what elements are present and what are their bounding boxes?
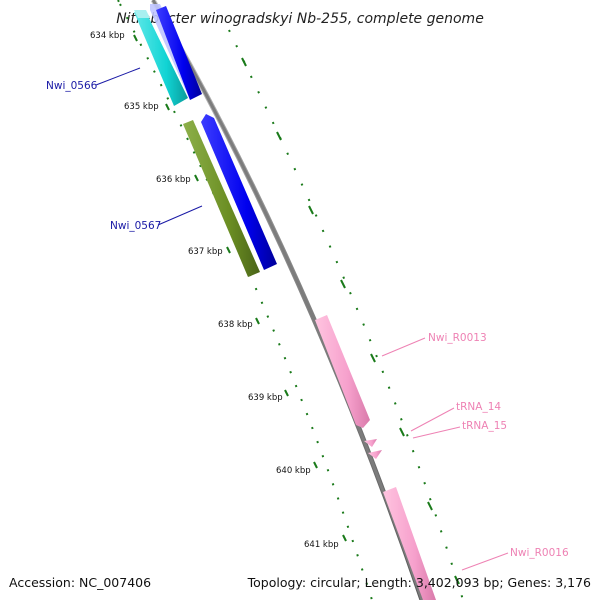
tick-label: 639 kbp bbox=[248, 393, 283, 403]
scale-ticks bbox=[117, 0, 373, 600]
gene-label-nwi-r0016[interactable]: Nwi_R0016 bbox=[510, 547, 569, 559]
tick-label: 636 kbp bbox=[156, 175, 191, 185]
gene-label-nwi-0566[interactable]: Nwi_0566 bbox=[46, 80, 98, 92]
feature-nwi-r0016[interactable] bbox=[383, 487, 436, 600]
feature-cds-blue-mid[interactable] bbox=[201, 114, 277, 270]
gene-label-nwi-0567[interactable]: Nwi_0567 bbox=[110, 220, 161, 232]
tick-label: 634 kbp bbox=[90, 31, 125, 41]
gene-label-trna-14[interactable]: tRNA_14 bbox=[456, 401, 501, 413]
gene-label-nwi-r0013[interactable]: Nwi_R0013 bbox=[428, 332, 487, 344]
feature-trna-14[interactable] bbox=[364, 439, 377, 447]
feature-nwi-0566[interactable] bbox=[134, 10, 188, 106]
feature-nwi-0567[interactable] bbox=[183, 120, 260, 277]
topology-text: Topology: circular; Length: 3,402,093 bp… bbox=[247, 575, 591, 590]
feature-cds-blue-top[interactable] bbox=[150, 4, 202, 100]
tick-label: 641 kbp bbox=[304, 540, 339, 550]
accession-text: Accession: NC_007406 bbox=[9, 575, 151, 590]
tick-label: 637 kbp bbox=[188, 247, 223, 257]
tick-label: 638 kbp bbox=[218, 320, 253, 330]
feature-nwi-r0013[interactable] bbox=[315, 315, 370, 428]
label-leaders bbox=[95, 67, 509, 571]
tick-label: 640 kbp bbox=[276, 466, 311, 476]
tick-label: 635 kbp bbox=[124, 102, 159, 112]
outer-scale-track bbox=[228, 29, 464, 600]
tick-labels: 634 kbp 635 kbp 636 kbp 637 kbp 638 kbp … bbox=[90, 31, 339, 550]
map-title: Nitrobacter winogradskyi Nb-255, complet… bbox=[116, 11, 484, 27]
feature-trna-15[interactable] bbox=[368, 450, 382, 459]
gene-label-trna-15[interactable]: tRNA_15 bbox=[462, 420, 507, 432]
